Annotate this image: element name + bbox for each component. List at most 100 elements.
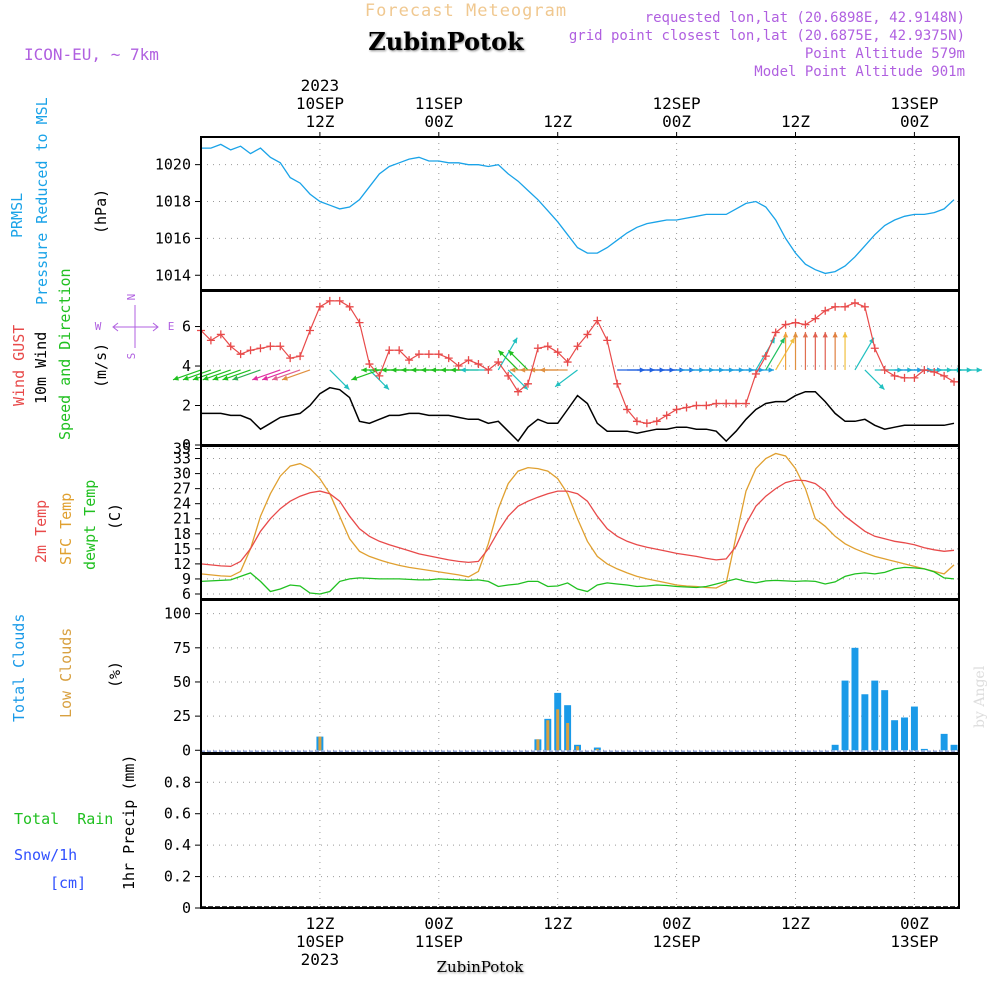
wind-arrow-head [222,375,229,381]
gust-marker [880,365,889,374]
gust-marker [246,346,255,355]
gust-marker [841,302,850,311]
wind-arrow [212,369,241,381]
wind-arrow-head [262,375,269,381]
top-tick-label: 12SEP [653,94,701,113]
wind-arrow [498,349,519,371]
wind-arrow-head [192,375,199,381]
wind-arrow [745,367,774,373]
prmsl-desc-label: Pressure Reduced to MSL [33,97,51,305]
snow-label: Snow/1h [14,846,77,864]
wind-arrow-head [512,337,518,344]
top-tick-label: 10SEP [296,94,344,113]
wind-arrow-head [822,331,828,338]
gust-marker [682,403,691,412]
wind-arrow-head [252,375,259,381]
wind-arrow-head [555,381,562,387]
rain-label: Total Rain [14,810,113,828]
bottom-tick-label: 12SEP [653,932,701,951]
wind-arrow-head [450,367,456,373]
prmsl-label: PRMSL [8,193,26,238]
y-tick-label: 50 [173,673,191,691]
total-cloud-bar [861,694,869,751]
location-title: ZubinPotok [368,27,525,56]
wind-arrow [261,369,291,381]
gust-marker [474,360,483,369]
requested-coords: requested lon,lat (20.6898E, 42.9148N) [645,10,965,26]
low-cloud-bar [318,736,322,751]
gust-marker [424,350,433,359]
y-tick-label: 0.4 [164,836,191,854]
gust-marker [226,342,235,351]
wind-arrow-head [768,367,774,373]
y-tick-label: 6 [182,585,191,603]
wind-arrow-head [410,367,417,373]
gust-marker [910,373,919,382]
wind-arrow [812,331,818,370]
gust-line [200,300,955,424]
y-tick-label: 24 [173,495,191,513]
dewpoint-line [200,566,955,595]
wind-arrow-head [842,331,848,338]
gust-marker [632,417,641,426]
wind-arrow [842,331,848,370]
gust-marker [296,352,305,361]
cm-label: [cm] [50,874,86,892]
gust-marker [860,302,869,311]
wind-arrow-head [779,337,785,344]
gust-marker [642,419,651,428]
gust-marker [662,411,671,420]
compass-s: S [125,353,138,360]
bottom-tick-label: 00Z [662,914,691,933]
low-cloud-bar [546,720,550,751]
gust-marker [325,296,334,305]
wind-arrow-head [381,367,387,373]
gust-marker [345,302,354,311]
total-cloud-bar [920,748,928,751]
temp-labels: 2m Temp SFC Temp dewpt Temp (C) [32,480,124,570]
y-tick-label: 0.6 [164,805,191,823]
y-tick-label: 27 [173,480,191,498]
watermark: by Angel [972,665,988,728]
y-tick-label: 4 [182,357,191,375]
bottom-tick-label: 00Z [900,914,929,933]
gust-marker [236,350,245,359]
bottom-tick-label: 10SEP [296,932,344,951]
wind-arrow-head [498,350,505,357]
gust-marker [573,342,582,351]
closest-coords: grid point closest lon,lat (20.6875E, 42… [569,28,965,44]
wind-arrow-head [782,331,789,338]
y-tick-label: 6 [182,318,191,336]
wind-arrow [854,337,875,371]
y-tick-label: 0.2 [164,868,191,886]
gust-marker [831,302,840,311]
gust-marker [216,330,225,339]
wind-arrow [554,369,578,388]
wind-arrow-head [812,331,818,338]
top-tick-label: 00Z [900,112,929,131]
gust-marker [712,399,721,408]
gust-marker [672,405,681,414]
bottom-tick-label: 2023 [301,950,340,969]
gust-marker [365,360,374,369]
wind-arrow-head [460,367,466,373]
wind-arrow-head [212,375,219,381]
gust-marker [276,342,285,351]
gust-marker [890,371,899,380]
wind-labels: Wind GUST 10m Wind Speed and Direction (… [10,268,174,440]
wind-arrow-head [509,367,516,373]
gust-marker [870,344,879,353]
y-tick-label: 12 [173,555,191,573]
wind-arrow-head [281,375,288,381]
wind-arrow [792,331,799,370]
temp-unit: (C) [106,503,124,530]
gust-marker [553,348,562,357]
top-tick-label: 00Z [424,112,453,131]
wind-arrow-head [420,367,427,373]
wind-arrow [252,369,281,381]
compass-w: W [95,320,102,333]
gust-marker [523,379,532,388]
wind-arrow-head [351,375,358,381]
wind-arrow [222,369,251,381]
